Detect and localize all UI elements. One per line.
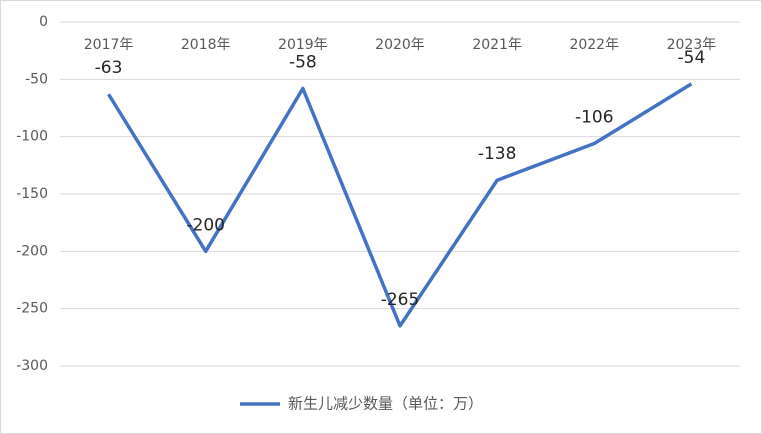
x-tick-label: 2023年	[667, 37, 717, 53]
data-label: -106	[575, 108, 614, 128]
data-label: -138	[478, 144, 517, 164]
x-tick-label: 2022年	[569, 37, 619, 53]
data-label: -265	[381, 290, 420, 310]
data-label: -54	[678, 48, 706, 68]
data-line	[107, 82, 693, 328]
y-tick-label: -50	[25, 71, 48, 87]
y-tick-label: -300	[16, 358, 48, 374]
x-tick-label: 2017年	[84, 37, 134, 53]
y-tick-label: -200	[16, 243, 48, 259]
data-label: -63	[95, 58, 123, 78]
y-tick-label: -250	[16, 301, 48, 317]
x-tick-label: 2021年	[472, 37, 522, 53]
x-tick-label: 2019年	[278, 37, 328, 53]
y-tick-label: -100	[16, 129, 48, 145]
legend-label: 新生儿减少数量（单位：万）	[288, 395, 483, 413]
x-tick-label: 2018年	[181, 37, 231, 53]
x-tick-label: 2020年	[375, 37, 425, 53]
data-label: -200	[186, 215, 225, 235]
data-label: -58	[289, 53, 317, 73]
y-tick-label: -150	[16, 186, 48, 202]
y-tick-label: 0	[39, 14, 48, 30]
